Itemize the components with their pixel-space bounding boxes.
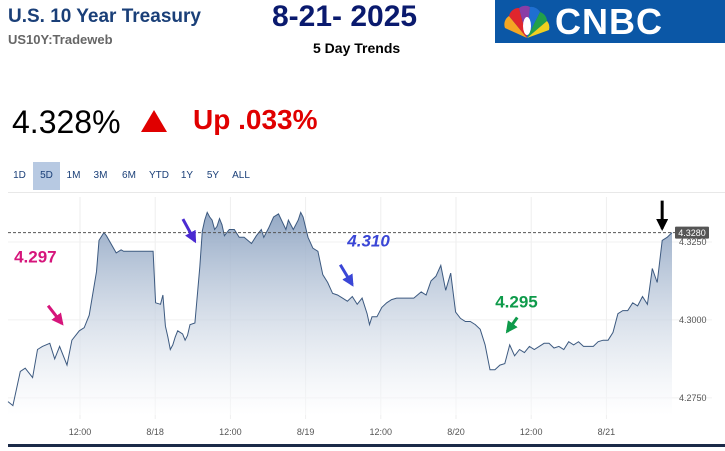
tab-5d[interactable]: 5D — [33, 162, 60, 190]
cnbc-logo: CNBC — [495, 0, 725, 43]
date-heading: 8-21- 2025 — [272, 0, 418, 33]
tabs-divider — [8, 192, 725, 193]
ticker-subtitle: US10Y:Tradeweb — [8, 32, 113, 47]
reference-badge — [675, 226, 709, 239]
x-tick-label: 12:00 — [69, 427, 92, 437]
y-tick-label: 4.2750 — [679, 393, 707, 403]
reference-badge-label: 4.3280 — [678, 228, 706, 238]
x-tick-label: 12:00 — [219, 427, 242, 437]
tab-6m[interactable]: 6M — [122, 170, 136, 181]
series-area — [8, 212, 672, 415]
annotation-arrow — [505, 316, 519, 334]
x-tick-label: 8/21 — [598, 427, 616, 437]
tab-3m[interactable]: 3M — [93, 170, 108, 181]
x-tick-label: 12:00 — [520, 427, 543, 437]
tab-ytd[interactable]: YTD — [149, 170, 169, 181]
timeframe-tabs: 1D 5D 1M 3M 6M YTD 1Y 5Y ALL — [6, 162, 256, 190]
page-title: U.S. 10 Year Treasury — [8, 6, 201, 27]
y-tick-label: 4.3250 — [679, 237, 707, 247]
up-triangle-icon — [141, 110, 167, 132]
peacock-icon — [504, 5, 550, 38]
x-tick-label: 8/20 — [447, 427, 465, 437]
annotation-arrow — [181, 218, 197, 244]
x-tick-label: 8/19 — [297, 427, 315, 437]
tab-1y[interactable]: 1Y — [180, 170, 194, 181]
annotation-label: 4.310 — [346, 232, 390, 251]
tab-5y[interactable]: 5Y — [206, 170, 220, 181]
y-tick-label: 4.3000 — [679, 315, 707, 325]
price-change: Up .033% — [193, 104, 318, 135]
annotation-label: 4.295 — [495, 293, 538, 312]
series-line — [7, 211, 673, 407]
tab-all[interactable]: ALL — [232, 170, 250, 181]
last-price: 4.328% — [12, 104, 121, 140]
tab-1m[interactable]: 1M — [66, 170, 81, 181]
yield-chart: 4.3280 12:00 8/18 12:00 8/19 12:00 8/20 12:00 8… — [7, 197, 712, 437]
tab-1d[interactable]: 1D — [13, 170, 26, 181]
bottom-rule — [8, 444, 725, 447]
x-tick-label: 8/18 — [146, 427, 164, 437]
annotation-arrow — [339, 263, 354, 287]
x-tick-label: 12:00 — [370, 427, 393, 437]
annotation-arrow — [46, 304, 64, 326]
trend-heading: 5 Day Trends — [313, 40, 401, 56]
cnbc-logo-text: CNBC — [555, 0, 663, 42]
annotation-label: 4.297 — [14, 248, 57, 267]
